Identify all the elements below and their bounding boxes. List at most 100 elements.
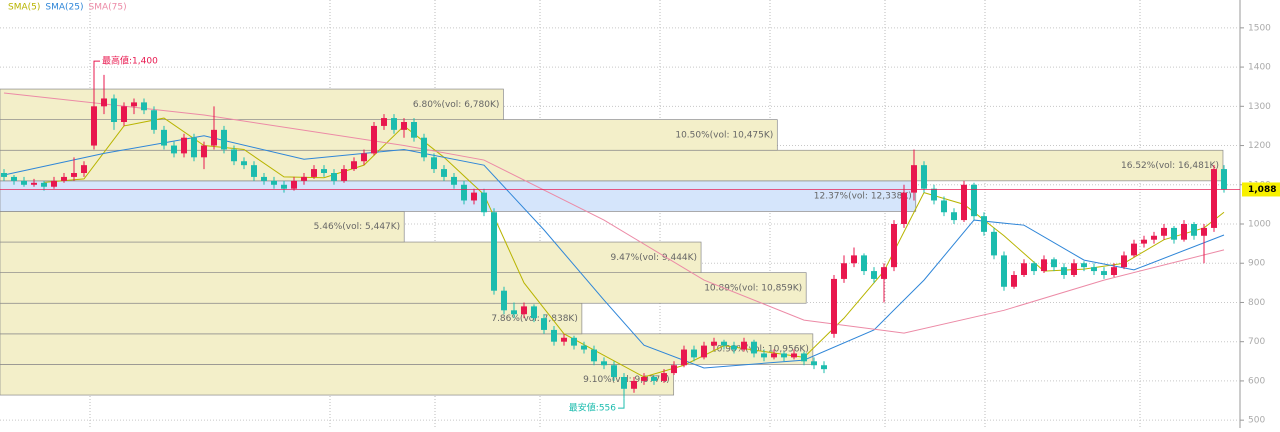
candle-body [101,98,107,107]
candle-body [401,122,407,130]
candle-body [281,184,287,189]
candle-body [971,184,977,217]
candle-body [781,353,787,358]
candle-body [1201,227,1207,236]
candle-body [631,380,637,389]
candle-body [111,98,117,123]
candle-body [1091,267,1097,272]
annotation-label: 最高値:1,400 [102,55,158,67]
volume-profile-bar [0,149,1224,182]
legend-label: SMA(75) [89,3,127,13]
candle-body [761,353,767,358]
candle-body [1,173,7,177]
candle-body [211,129,217,146]
candle-body [291,180,297,189]
volume-profile-label: 16.52%(vol: 16,481K) [1121,161,1219,171]
legend-label: SMA(25) [45,3,83,13]
candle-body [721,341,727,346]
candle-body [1181,224,1187,240]
volume-profile-bar [0,180,917,212]
candle-body [641,377,647,381]
candle-body [301,176,307,181]
candle-body [81,165,87,174]
candle-body [11,176,17,181]
candle-body [371,125,377,154]
volume-profile-label: 12.37%(vol: 12,338K) [814,192,912,202]
candle-body [931,188,937,201]
candle-body [241,161,247,166]
candle-body [751,341,757,354]
volume-profile-bar [0,272,807,304]
candle-body [911,165,917,193]
candle-body [611,365,617,378]
legend-label: SMA(5) [8,3,40,13]
candle-body [661,373,667,381]
candle-body [381,118,387,126]
candle-body [331,173,337,181]
volume-profile-label: 7.86%(vol: 7,838K) [491,314,578,324]
candle-body [1081,263,1087,268]
candle-body [891,224,897,268]
candle-body [881,267,887,279]
candle-body [801,353,807,362]
candle-body [841,263,847,279]
annotation-leader [618,398,625,409]
sma-line [3,135,1225,369]
candle-body [501,290,507,311]
candle-body [1071,263,1077,276]
volume-profile-label: 10.89%(vol: 10,859K) [704,283,802,293]
candle-body [901,192,907,225]
candle-body [1051,259,1057,268]
volume-profile-bar [0,302,583,335]
candle-body [1151,235,1157,240]
candle-body [61,176,67,181]
candle-body [141,102,147,111]
candle-body [791,353,797,358]
candle-body [121,106,127,123]
annotation-label: 最安値:556 [569,402,616,414]
sma-line [3,92,1225,334]
candle-body [601,361,607,366]
candle-body [151,110,157,130]
y-tick-label: 600 [1248,376,1265,386]
y-tick-label: 700 [1248,337,1265,347]
candle-body [1121,255,1127,268]
candle-body [51,180,57,187]
candle-body [461,184,467,201]
candle-body [921,165,927,189]
candle-body [251,165,257,177]
volume-profile-bar [0,88,504,121]
candle-body [871,271,877,279]
candle-body [491,212,497,291]
candle-body [651,377,657,381]
candle-body [941,200,947,213]
candle-body [1061,267,1067,276]
y-tick-label: 1400 [1248,63,1271,73]
candle-body [351,161,357,170]
candle-body [561,337,567,342]
candle-body [481,192,487,213]
candle-body [1161,227,1167,236]
candle-body [571,337,577,346]
candle-body [1021,263,1027,276]
candle-body [681,349,687,366]
candle-body [1191,224,1197,236]
candle-body [171,145,177,154]
candle-body [1141,239,1147,244]
candle-body [991,231,997,256]
candle-body [441,169,447,177]
candle-body [701,345,707,358]
candle-body [771,353,777,358]
candle-body [731,345,737,350]
volume-profile-label: 5.46%(vol: 5,447K) [314,222,401,232]
candle-body [811,361,817,366]
candle-body [981,216,987,232]
candle-body [691,349,697,358]
candle-body [1171,227,1177,240]
candle-body [541,318,547,330]
candle-body [221,129,227,150]
candle-body [1001,255,1007,287]
candle-body [511,310,517,315]
candle-body [21,180,27,185]
candle-body [1111,267,1117,276]
